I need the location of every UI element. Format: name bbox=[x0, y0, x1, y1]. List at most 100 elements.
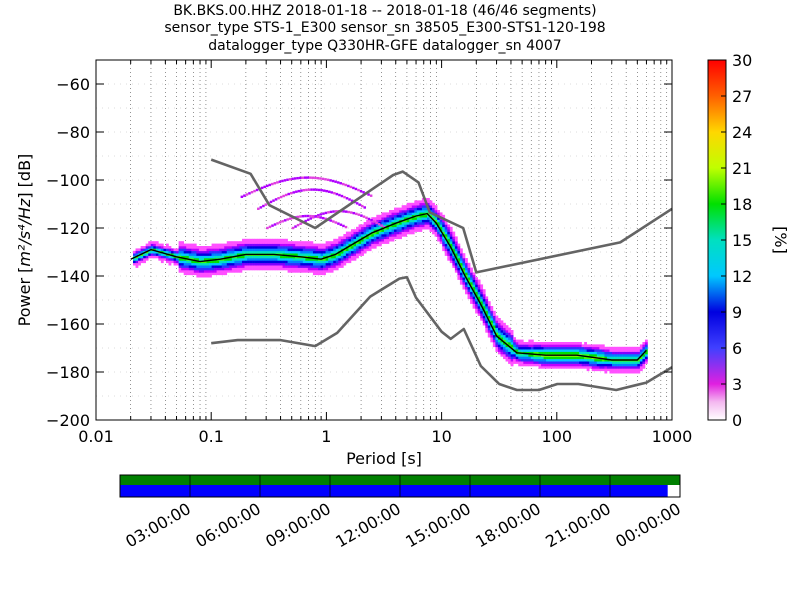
heatmap-cell bbox=[292, 270, 296, 273]
heatmap-cell bbox=[272, 246, 276, 249]
heatmap-cell bbox=[518, 361, 522, 364]
heatmap-cell bbox=[138, 262, 141, 266]
heatmap-cell bbox=[148, 241, 152, 244]
heatmap-cell bbox=[561, 358, 565, 362]
heatmap-cell bbox=[356, 248, 359, 252]
heatmap-cell bbox=[323, 248, 326, 252]
heatmap-cell bbox=[609, 349, 613, 352]
heatmap-cell bbox=[419, 205, 423, 208]
heatmap-cell bbox=[259, 262, 263, 266]
heatmap-cell bbox=[211, 267, 215, 271]
heatmap-cell bbox=[548, 366, 552, 369]
heatmap-cell bbox=[637, 358, 641, 362]
heatmap-cell bbox=[198, 270, 202, 273]
heatmap-cell bbox=[277, 238, 281, 242]
heatmap-cell bbox=[497, 346, 501, 350]
heatmap-cell bbox=[295, 260, 299, 264]
heatmap-cell bbox=[267, 248, 271, 252]
heatmap-cell bbox=[348, 241, 352, 244]
heatmap-cell bbox=[305, 246, 309, 249]
heatmap-cell bbox=[287, 246, 291, 249]
heatmap-cell bbox=[236, 248, 240, 252]
heatmap-cell bbox=[401, 222, 405, 225]
heatmap-cell bbox=[160, 246, 164, 249]
heatmap-outlier-cell bbox=[327, 211, 330, 214]
heatmap-cell bbox=[492, 322, 496, 326]
heatmap-cell bbox=[150, 250, 154, 254]
heatmap-cell bbox=[563, 366, 567, 369]
heatmap-cell bbox=[490, 315, 494, 319]
heatmap-cell bbox=[419, 212, 423, 216]
heatmap-cell bbox=[315, 262, 319, 266]
heatmap-cell bbox=[338, 241, 342, 244]
heatmap-cell bbox=[459, 274, 463, 278]
heatmap-cell bbox=[234, 246, 238, 249]
heatmap-cell bbox=[234, 250, 238, 254]
heatmap-cell bbox=[434, 226, 438, 230]
heatmap-outlier-cell bbox=[322, 212, 325, 215]
heatmap-cell bbox=[287, 255, 291, 259]
heatmap-cell bbox=[247, 260, 250, 264]
heatmap-cell bbox=[513, 346, 517, 350]
heatmap-cell bbox=[320, 250, 324, 254]
heatmap-cell bbox=[624, 370, 628, 374]
heatmap-cell bbox=[328, 246, 331, 249]
heatmap-cell bbox=[503, 349, 506, 352]
heatmap-cell bbox=[259, 255, 263, 259]
heatmap-cell bbox=[632, 361, 636, 364]
heatmap-cell bbox=[290, 262, 293, 266]
heatmap-cell bbox=[568, 346, 572, 350]
heatmap-cell bbox=[350, 246, 354, 249]
heatmap-cell bbox=[287, 243, 291, 247]
heatmap-cell bbox=[642, 363, 646, 367]
heatmap-cell bbox=[515, 344, 519, 348]
heatmap-cell bbox=[262, 255, 266, 259]
heatmap-cell bbox=[318, 255, 321, 259]
heatmap-cell bbox=[155, 246, 159, 249]
heatmap-cell bbox=[198, 250, 202, 254]
heatmap-cell bbox=[581, 344, 585, 348]
heatmap-cell bbox=[358, 224, 362, 228]
heatmap-cell bbox=[503, 327, 506, 331]
heatmap-cell bbox=[612, 368, 615, 372]
heatmap-cell bbox=[503, 339, 506, 343]
heatmap-cell bbox=[138, 250, 141, 254]
heatmap-cell bbox=[345, 253, 349, 256]
heatmap-cell bbox=[287, 262, 291, 266]
heatmap-cell bbox=[571, 342, 575, 345]
heatmap-cell bbox=[487, 301, 491, 304]
heatmap-outlier-cell bbox=[331, 179, 335, 183]
heatmap-cell bbox=[541, 363, 544, 367]
heatmap-outlier-cell bbox=[317, 188, 321, 192]
heatmap-cell bbox=[485, 303, 489, 307]
heatmap-cell bbox=[206, 258, 210, 261]
heatmap-cell bbox=[490, 339, 494, 343]
heatmap-cell bbox=[371, 224, 375, 228]
heatmap-cell bbox=[462, 282, 466, 285]
heatmap-cell bbox=[424, 217, 428, 220]
heatmap-cell bbox=[183, 255, 187, 259]
heatmap-cell bbox=[325, 243, 329, 247]
heatmap-cell bbox=[236, 265, 240, 268]
heatmap-cell bbox=[467, 286, 471, 290]
heatmap-cell bbox=[338, 236, 342, 240]
heatmap-cell bbox=[345, 234, 349, 237]
heatmap-cell bbox=[490, 318, 494, 321]
heatmap-cell bbox=[340, 265, 344, 268]
heatmap-cell bbox=[176, 253, 179, 256]
colorbar-tick-label: 21 bbox=[732, 159, 752, 178]
heatmap-cell bbox=[320, 255, 324, 259]
heatmap-outlier-cell bbox=[336, 181, 340, 184]
heatmap-cell bbox=[297, 262, 301, 266]
heatmap-cell bbox=[216, 272, 220, 276]
heatmap-cell bbox=[186, 246, 190, 249]
heatmap-cell bbox=[178, 253, 182, 256]
heatmap-cell bbox=[396, 231, 400, 235]
heatmap-cell bbox=[239, 267, 243, 271]
heatmap-cell bbox=[264, 265, 268, 268]
heatmap-cell bbox=[214, 253, 217, 256]
heatmap-cell bbox=[591, 363, 595, 367]
y-tick-label: −120 bbox=[46, 219, 90, 238]
heatmap-cell bbox=[637, 368, 641, 372]
heatmap-outlier-cell bbox=[309, 176, 312, 179]
